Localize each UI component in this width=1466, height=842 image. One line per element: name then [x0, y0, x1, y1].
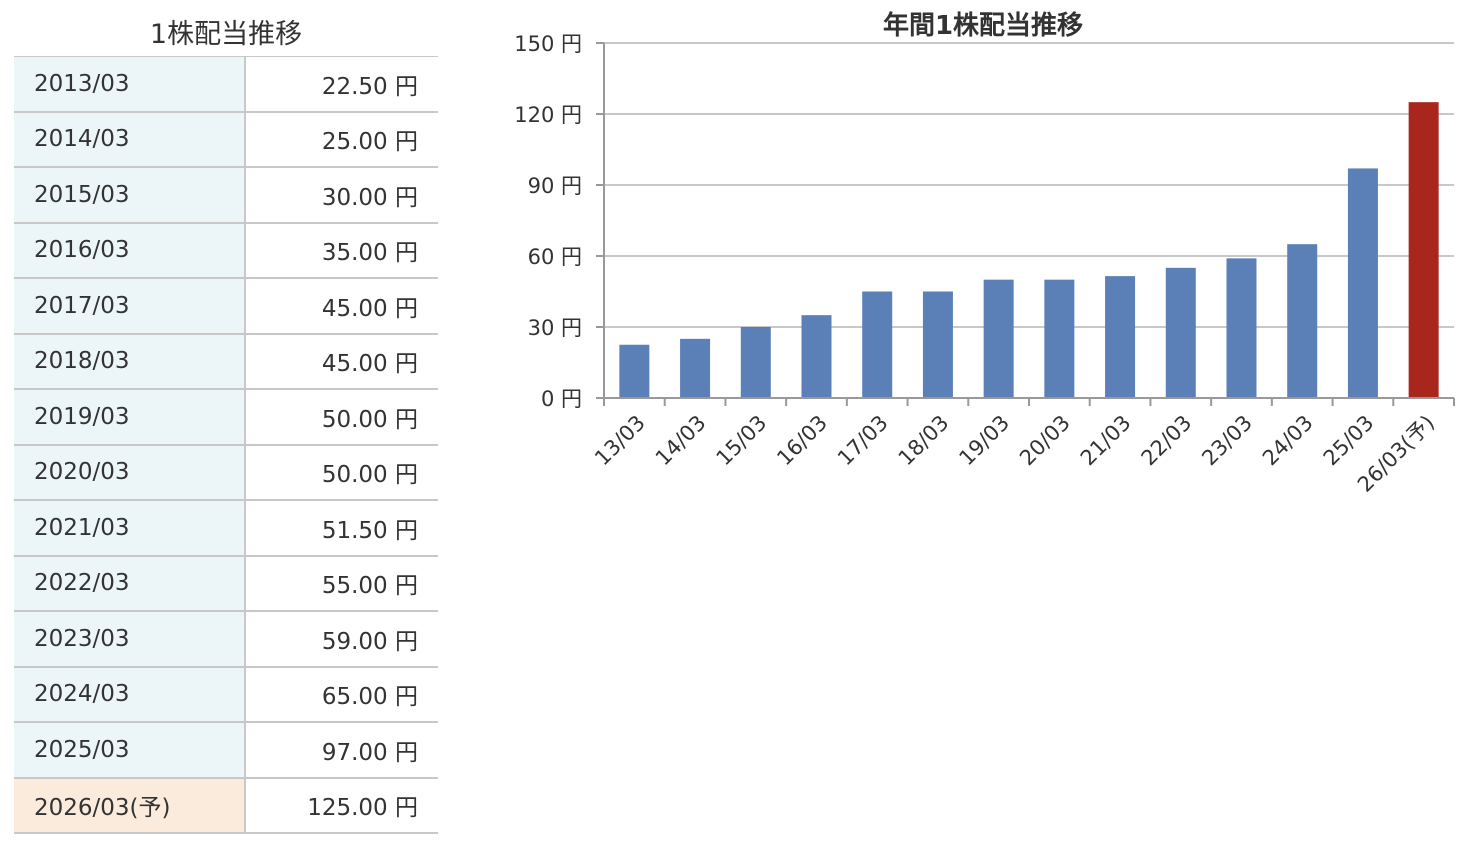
bar: [1226, 258, 1257, 398]
table-row: 2023/03 59.00 円: [14, 612, 438, 668]
x-tick-label: 18/03: [894, 411, 954, 471]
dividend-value-cell: 65.00 円: [321, 684, 418, 711]
dividend-table-title: 1株配当推移: [149, 19, 303, 50]
table-row: 2013/03 22.50 円: [14, 57, 438, 113]
period-cell: 2014/03: [14, 112, 246, 166]
dividend-value-cell: 59.00 円: [321, 628, 418, 655]
bar: [1165, 267, 1196, 398]
period-cell: 2018/03: [14, 334, 246, 388]
bar: [1105, 276, 1136, 398]
table-row: 2016/03 35.00 円: [14, 223, 438, 279]
chart-axes: [603, 43, 1455, 406]
dividend-value-cell: 35.00 円: [321, 240, 418, 267]
x-tick-label: 21/03: [1076, 411, 1136, 471]
period-cell: 2020/03: [14, 445, 246, 499]
x-tick-label: 20/03: [1015, 411, 1075, 471]
x-tick-label: 15/03: [712, 411, 772, 471]
table-row: 2025/03 97.00 円: [14, 723, 438, 779]
x-tick-label: 22/03: [1137, 411, 1197, 471]
dividend-value-cell: 22.50 円: [321, 73, 418, 100]
chart-title: 年間1株配当推移: [883, 10, 1083, 41]
period-cell: 2015/03: [14, 168, 246, 222]
table-row: 2015/03 30.00 円: [14, 168, 438, 224]
dividend-chart-svg: 年間1株配当推移 0 円 30 円 60 円 90 円 120 円 150 円 13/03…: [514, 10, 1455, 497]
table-row: 2024/03 65.00 円: [14, 667, 438, 723]
bar: [862, 291, 893, 398]
dividend-value-cell: 50.00 円: [321, 406, 418, 433]
dividend-value-cell: 25.00 円: [321, 129, 418, 156]
dividend-value-cell: 45.00 円: [321, 295, 418, 322]
table-row: 2019/03 50.00 円: [14, 390, 438, 446]
forecast-bar: [1408, 102, 1439, 399]
dividend-value-cell: 50.00 円: [321, 462, 418, 489]
table-row: 2020/03 50.00 円: [14, 445, 438, 501]
bar: [1287, 244, 1318, 398]
period-cell: 2017/03: [14, 279, 246, 333]
table-row: 2014/03 25.00 円: [14, 112, 438, 168]
x-tick-label: 17/03: [833, 411, 893, 471]
period-cell: 2021/03: [14, 501, 246, 555]
y-tick-label: 0 円: [541, 387, 582, 411]
x-tick-label: 25/03: [1319, 411, 1379, 471]
bar: [983, 279, 1014, 398]
period-cell: 2016/03: [14, 223, 246, 277]
y-tick-label: 90 円: [528, 174, 582, 198]
period-cell: 2022/03: [14, 556, 246, 610]
x-tick-label: 23/03: [1197, 411, 1257, 471]
bar: [1347, 168, 1378, 398]
period-cell: 2019/03: [14, 390, 246, 444]
y-tick-label: 30 円: [528, 316, 582, 340]
chart-bars: [619, 102, 1439, 399]
x-axis-ticks: 13/03 14/03 15/03 16/03 17/03 18/03 19/03 20/03…: [590, 411, 1439, 497]
y-tick-label: 60 円: [528, 245, 582, 269]
period-cell: 2013/03: [14, 57, 246, 111]
x-tick-label: 13/03: [590, 411, 650, 471]
table-row: 2026/03(予) 125.00 円: [14, 778, 438, 834]
dividend-value-cell: 30.00 円: [321, 184, 418, 211]
x-tick-label: 16/03: [772, 411, 832, 471]
table-row: 2018/03 45.00 円: [14, 334, 438, 390]
table-row: 2017/03 45.00 円: [14, 279, 438, 335]
x-tick-label: 14/03: [651, 411, 711, 471]
period-cell: 2025/03: [14, 723, 246, 777]
table-row: 2022/03 55.00 円: [14, 556, 438, 612]
dividend-value-cell: 55.00 円: [321, 573, 418, 600]
y-tick-label: 120 円: [514, 103, 582, 127]
bar: [1044, 279, 1075, 398]
bar: [740, 327, 771, 398]
bar: [619, 344, 650, 398]
dividend-value-cell: 125.00 円: [307, 795, 418, 822]
dividend-value-cell: 51.50 円: [321, 517, 418, 544]
dividend-chart: 年間1株配当推移 0 円 30 円 60 円 90 円 120 円 150 円 13/03…: [490, 0, 1466, 838]
period-cell: 2023/03: [14, 612, 246, 666]
dividend-value-cell: 97.00 円: [321, 739, 418, 766]
chart-gridlines: [604, 42, 1454, 328]
x-tick-label: 24/03: [1258, 411, 1318, 471]
bar: [680, 338, 711, 398]
dividend-value-cell: 45.00 円: [321, 351, 418, 378]
period-cell: 2024/03: [14, 667, 246, 721]
table-row: 2021/03 51.50 円: [14, 501, 438, 557]
dividend-table: 2013/03 22.50 円 2014/03 25.00 円 2015/03 30.00…: [14, 56, 438, 834]
y-axis-ticks: 0 円 30 円 60 円 90 円 120 円 150 円: [514, 32, 604, 411]
bar: [922, 291, 953, 398]
x-tick-label: 19/03: [954, 411, 1014, 471]
period-cell: 2026/03(予): [14, 778, 246, 832]
bar: [801, 315, 832, 398]
y-tick-label: 150 円: [514, 32, 582, 56]
